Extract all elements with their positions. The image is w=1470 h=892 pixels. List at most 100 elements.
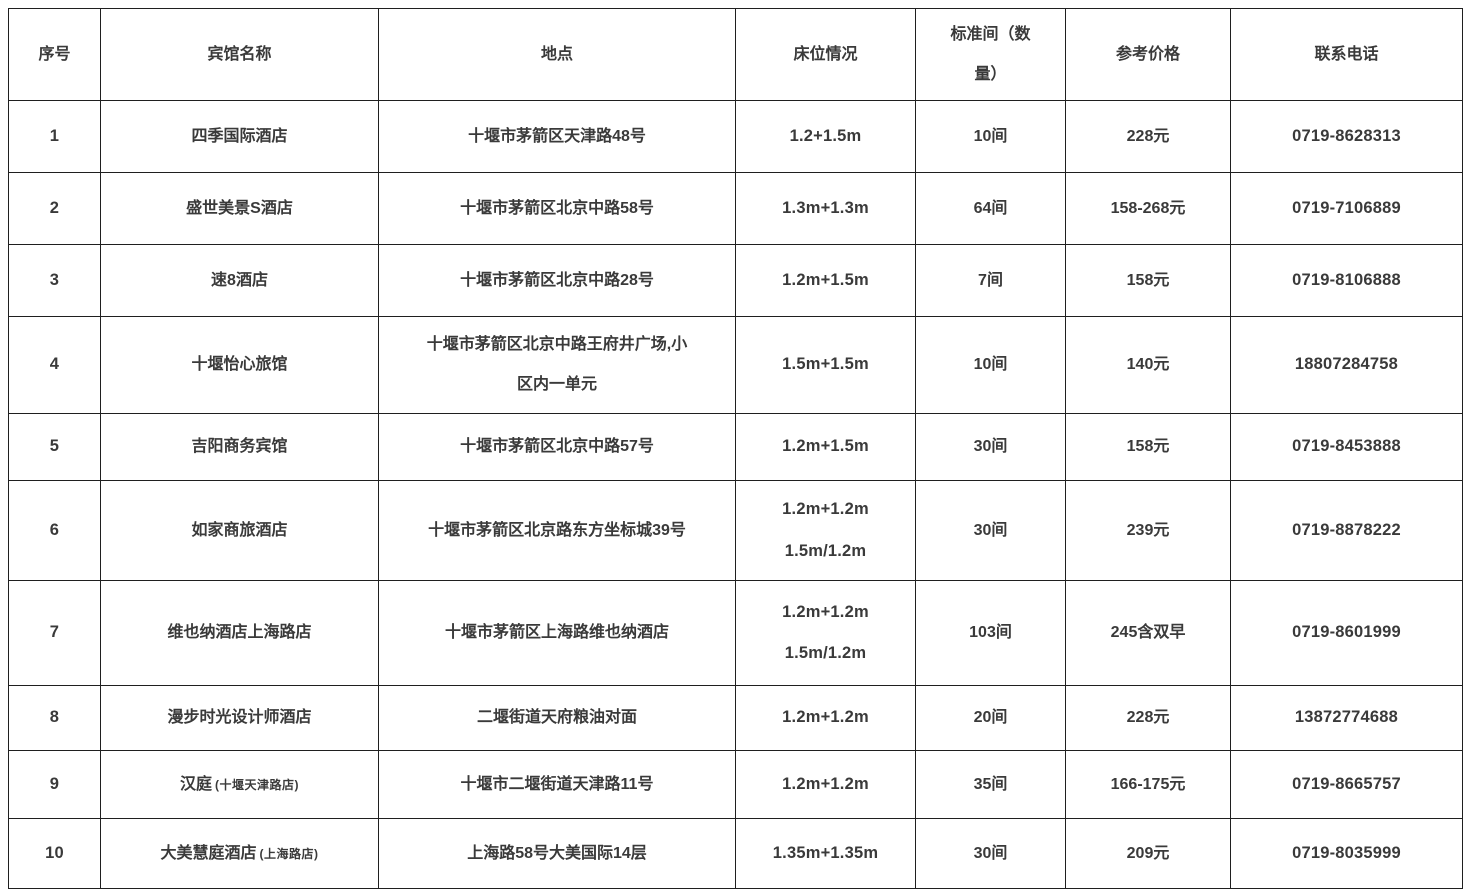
cell-location: 二堰街道天府粮油对面 [378, 685, 736, 751]
cell-text: 0719-8665757 [1292, 774, 1401, 793]
cell-text: 维也纳酒店上海路店 [167, 624, 312, 641]
table-header-row: 序号 宾馆名称 地点 床位情况 标准间（数 量） 参考价格 联系电话 [8, 8, 1463, 101]
col-header-phone: 联系电话 [1230, 8, 1463, 101]
cell-text: 十堰市茅箭区天津路48号 [468, 127, 646, 145]
cell-text: 1.2m+1.2m [782, 708, 869, 727]
col-header-location: 地点 [378, 8, 736, 101]
cell-text: 2 [49, 198, 60, 217]
cell-location: 十堰市二堰街道天津路11号 [378, 750, 736, 819]
cell-beds: 1.2+1.5m [735, 100, 916, 173]
cell-price: 158元 [1065, 244, 1231, 317]
cell-hotel-name: 漫步时光设计师酒店 [100, 685, 379, 751]
cell-phone: 0719-8106888 [1230, 244, 1463, 317]
cell-index: 4 [8, 316, 101, 414]
cell-text: 228元 [1126, 709, 1170, 726]
cell-text: 6 [49, 520, 60, 539]
cell-text: 床位情况 [793, 45, 858, 63]
cell-hotel-name: 速8酒店 [100, 244, 379, 317]
cell-text: 如家商旅酒店 [191, 521, 288, 539]
cell-location: 十堰市茅箭区上海路维也纳酒店 [378, 580, 736, 686]
cell-text: 四季国际酒店 [191, 127, 288, 145]
cell-text: 245含双早 [1110, 624, 1186, 641]
cell-index: 5 [8, 413, 101, 481]
cell-hotel-name: 十堰怡心旅馆 [100, 316, 379, 414]
page: 序号 宾馆名称 地点 床位情况 标准间（数 量） 参考价格 联系电话 1 四季国际酒店 十堰市茅箭… [8, 8, 1470, 889]
cell-text: 10间 [973, 356, 1008, 373]
cell-text: 汉庭 [179, 775, 212, 793]
cell-location: 十堰市茅箭区北京中路28号 [378, 244, 736, 317]
cell-hotel-name: 盛世美景S酒店 [100, 172, 379, 245]
cell-standard-rooms: 35间 [915, 750, 1066, 819]
table-row: 9 汉庭 (十堰天津路店) 十堰市二堰街道天津路11号 1.2m+1.2m 35间 166-… [8, 750, 1463, 819]
cell-text: 35间 [973, 775, 1008, 793]
cell-index: 6 [8, 480, 101, 581]
cell-price: 158元 [1065, 413, 1231, 481]
cell-text: 158元 [1126, 271, 1170, 289]
cell-index: 2 [8, 172, 101, 245]
cell-index: 8 [8, 685, 101, 751]
cell-hotel-name: 吉阳商务宾馆 [100, 413, 379, 481]
cell-text: 8 [49, 708, 60, 727]
cell-beds: 1.35m+1.35m [735, 818, 916, 889]
cell-price: 228元 [1065, 100, 1231, 173]
cell-beds: 1.2m+1.5m [735, 244, 916, 317]
cell-location: 十堰市茅箭区北京路东方坐标城39号 [378, 480, 736, 581]
cell-hotel-name: 汉庭 (十堰天津路店) [100, 750, 379, 819]
hotel-table: 序号 宾馆名称 地点 床位情况 标准间（数 量） 参考价格 联系电话 1 四季国际酒店 十堰市茅箭… [8, 8, 1463, 889]
cell-text: 1.2m+1.2m [782, 774, 869, 793]
cell-hotel-name: 大美慧庭酒店 (上海路店) [100, 818, 379, 889]
cell-text: 0719-8601999 [1292, 623, 1401, 642]
cell-text: 十堰市二堰街道天津路11号 [460, 775, 654, 793]
cell-price: 245含双早 [1065, 580, 1231, 686]
cell-text: 十堰市茅箭区北京路东方坐标城39号 [428, 521, 686, 539]
cell-text: 228元 [1126, 127, 1170, 145]
cell-text: 103间 [969, 624, 1012, 641]
cell-location: 十堰市茅箭区天津路48号 [378, 100, 736, 173]
cell-text: 30间 [973, 844, 1008, 862]
cell-text: 宾馆名称 [207, 45, 272, 63]
cell-text: 158-268元 [1110, 199, 1186, 217]
col-header-index: 序号 [8, 8, 101, 101]
col-header-beds: 床位情况 [735, 8, 916, 101]
table-row: 6 如家商旅酒店 十堰市茅箭区北京路东方坐标城39号 1.2m+1.2m 1.5m/1.… [8, 480, 1463, 581]
cell-text: 13872774688 [1294, 708, 1399, 727]
cell-text: 1.3m+1.3m [782, 198, 869, 217]
table-row: 5 吉阳商务宾馆 十堰市茅箭区北京中路57号 1.2m+1.5m 30间 158元 0719… [8, 413, 1463, 481]
cell-text: 4 [49, 355, 60, 374]
cell-standard-rooms: 103间 [915, 580, 1066, 686]
cell-text: 盛世美景S酒店 [186, 199, 293, 217]
cell-index: 1 [8, 100, 101, 173]
cell-line: 1.2m+1.2m [782, 602, 869, 621]
cell-text: 1.2+1.5m [789, 126, 862, 145]
cell-text: 1.2m+1.5m [782, 437, 869, 456]
cell-text: 序号 [38, 45, 71, 63]
cell-standard-rooms: 30间 [915, 480, 1066, 581]
cell-index: 3 [8, 244, 101, 317]
cell-beds: 1.2m+1.2m 1.5m/1.2m [735, 480, 916, 581]
cell-phone: 0719-8628313 [1230, 100, 1463, 173]
cell-price: 140元 [1065, 316, 1231, 414]
cell-beds: 1.3m+1.3m [735, 172, 916, 245]
cell-text: 166-175元 [1110, 775, 1186, 793]
table-row: 1 四季国际酒店 十堰市茅箭区天津路48号 1.2+1.5m 10间 228元 0719-8… [8, 100, 1463, 173]
cell-price: 228元 [1065, 685, 1231, 751]
cell-hotel-name: 四季国际酒店 [100, 100, 379, 173]
cell-line: 1.2m+1.2m [782, 500, 869, 519]
table-row: 2 盛世美景S酒店 十堰市茅箭区北京中路58号 1.3m+1.3m 64间 158-268… [8, 172, 1463, 245]
cell-location: 十堰市茅箭区北京中路58号 [378, 172, 736, 245]
cell-phone: 0719-8665757 [1230, 750, 1463, 819]
cell-line: 量） [974, 65, 1007, 83]
cell-phone: 13872774688 [1230, 685, 1463, 751]
col-header-price: 参考价格 [1065, 8, 1231, 101]
cell-text: 10间 [973, 127, 1008, 145]
table-body: 1 四季国际酒店 十堰市茅箭区天津路48号 1.2+1.5m 10间 228元 0719-8… [8, 100, 1463, 889]
cell-text: 地点 [540, 45, 573, 63]
cell-price: 158-268元 [1065, 172, 1231, 245]
cell-beds: 1.2m+1.2m 1.5m/1.2m [735, 580, 916, 686]
cell-text: 二堰街道天府粮油对面 [476, 709, 637, 726]
cell-text: 7间 [978, 271, 1003, 289]
cell-text: 140元 [1126, 356, 1170, 373]
cell-text: 0719-8035999 [1292, 843, 1401, 862]
cell-hotel-name: 维也纳酒店上海路店 [100, 580, 379, 686]
cell-text: 0719-8453888 [1292, 437, 1401, 456]
